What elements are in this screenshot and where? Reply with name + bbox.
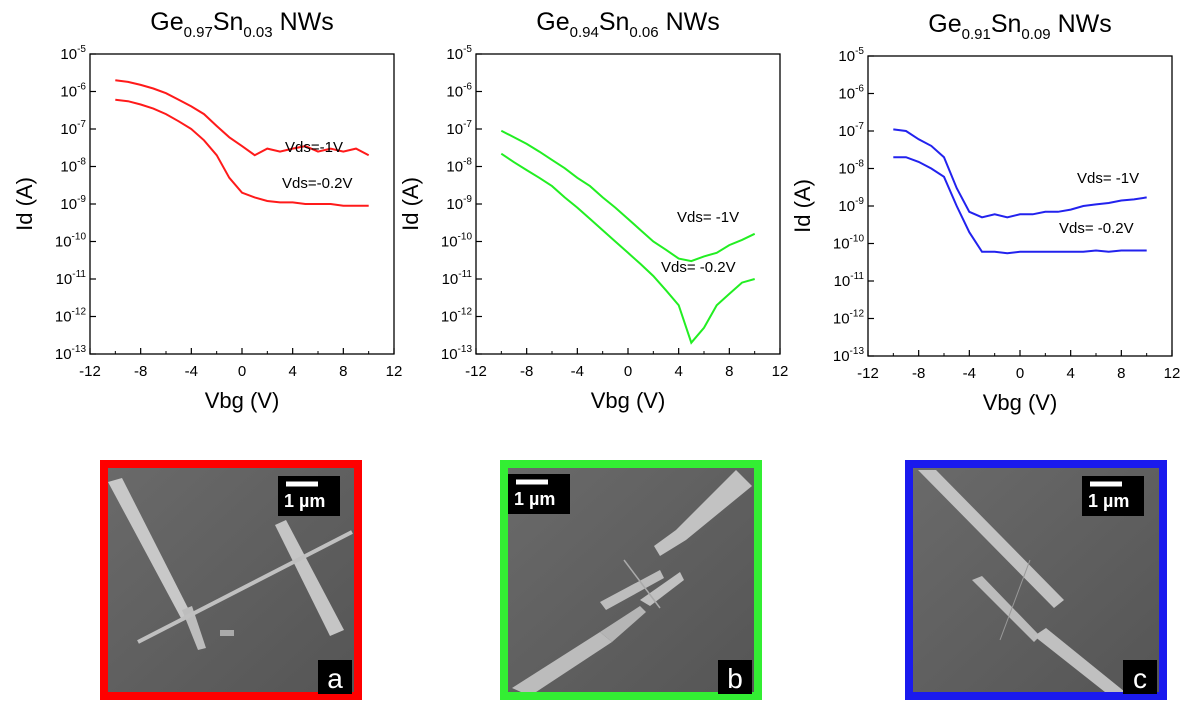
y-tick-label: 10-8	[60, 157, 86, 176]
y-tick-label: 10-13	[441, 344, 473, 363]
y-axis-title: Id (A)	[398, 177, 423, 231]
x-tick-label: 0	[1016, 365, 1024, 382]
scale-label: 1 µm	[514, 489, 555, 509]
x-tick-label: 4	[1066, 365, 1074, 382]
y-tick-label: 10-7	[446, 119, 472, 138]
x-tick-label: 12	[1164, 365, 1181, 382]
x-tick-label: 12	[772, 363, 789, 380]
plot-frame	[476, 54, 780, 354]
y-tick-label: 10-6	[60, 82, 86, 101]
y-tick-label: 10-9	[838, 196, 864, 215]
series-label: Vds= -1V	[1077, 170, 1139, 187]
x-axis-title: Vbg (V)	[591, 388, 666, 413]
x-tick-label: -12	[465, 363, 487, 380]
x-tick-label: 0	[238, 363, 246, 380]
y-axis-title: Id (A)	[790, 179, 815, 233]
panel-letter: c	[1133, 663, 1147, 694]
x-tick-label: 0	[624, 363, 632, 380]
y-tick-label: 10-8	[838, 159, 864, 178]
y-tick-label: 10-6	[446, 82, 472, 101]
x-tick-label: -4	[185, 363, 198, 380]
x-tick-label: 4	[674, 363, 682, 380]
series-label: Vds= -1V	[677, 209, 739, 226]
x-tick-label: -8	[134, 363, 147, 380]
y-tick-label: 10-12	[441, 307, 473, 326]
series-label: Vds= -0.2V	[1059, 220, 1134, 237]
series-line	[501, 131, 754, 261]
x-tick-label: -12	[79, 363, 101, 380]
scale-label: 1 µm	[284, 491, 325, 511]
chart-title: Ge0.97Sn0.03 NWs	[150, 8, 333, 41]
series-label: Vds=-0.2V	[282, 175, 352, 192]
y-tick-label: 10-7	[838, 121, 864, 140]
x-axis-title: Vbg (V)	[983, 390, 1058, 415]
panel-letter: a	[327, 663, 343, 694]
x-tick-label: 8	[1117, 365, 1125, 382]
series-label: Vds= -0.2V	[661, 259, 736, 276]
y-tick-label: 10-13	[833, 346, 865, 365]
plot-frame	[868, 56, 1172, 356]
scale-label: 1 µm	[1088, 491, 1129, 511]
series-label: Vds=-1V	[285, 139, 343, 156]
y-tick-label: 10-5	[446, 44, 472, 63]
x-tick-label: -8	[520, 363, 533, 380]
y-tick-label: 10-8	[446, 157, 472, 176]
y-tick-label: 10-9	[446, 194, 472, 213]
y-tick-label: 10-7	[60, 119, 86, 138]
x-tick-label: 8	[725, 363, 733, 380]
chart-title: Ge0.91Sn0.09 NWs	[928, 10, 1111, 43]
chart-title: Ge0.94Sn0.06 NWs	[536, 8, 719, 41]
x-tick-label: -8	[912, 365, 925, 382]
y-axis-title: Id (A)	[12, 177, 37, 231]
y-tick-label: 10-11	[834, 271, 865, 290]
x-tick-label: 4	[288, 363, 296, 380]
x-tick-label: 12	[386, 363, 403, 380]
x-axis-title: Vbg (V)	[205, 388, 280, 413]
y-tick-label: 10-10	[55, 232, 87, 251]
y-tick-label: 10-10	[833, 234, 865, 253]
y-tick-label: 10-6	[838, 84, 864, 103]
y-tick-label: 10-11	[56, 269, 87, 288]
x-tick-label: -12	[857, 365, 879, 382]
panel-letter: b	[727, 663, 743, 694]
y-tick-label: 10-12	[55, 307, 87, 326]
y-tick-label: 10-5	[838, 46, 864, 65]
y-tick-label: 10-11	[442, 269, 473, 288]
x-tick-label: -4	[963, 365, 976, 382]
plot-frame	[90, 54, 394, 354]
y-tick-label: 10-10	[441, 232, 473, 251]
y-tick-label: 10-5	[60, 44, 86, 63]
series-line	[501, 154, 754, 343]
figure: Ge0.97Sn0.03 NWs Vbg (V) Id (A) -12 -8 -4 0 4 8 1…	[0, 0, 1197, 704]
y-tick-label: 10-13	[55, 344, 87, 363]
x-tick-label: 8	[339, 363, 347, 380]
y-tick-label: 10-12	[833, 309, 865, 328]
y-tick-label: 10-9	[60, 194, 86, 213]
x-tick-label: -4	[571, 363, 584, 380]
